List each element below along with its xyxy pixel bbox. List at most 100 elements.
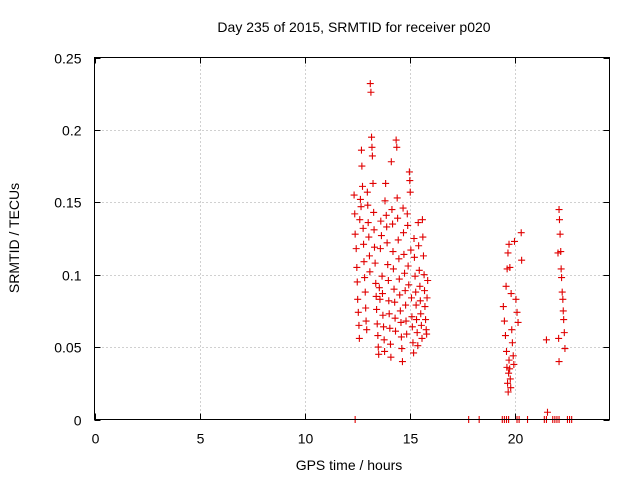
data-point: [413, 316, 421, 324]
chart-title: Day 235 of 2015, SRMTID for receiver p02…: [217, 19, 490, 35]
data-point: [372, 292, 380, 300]
data-point: [380, 323, 388, 331]
y-tick-label: 0.15: [54, 195, 81, 211]
x-tick-label: 5: [197, 431, 205, 447]
data-point: [374, 332, 382, 340]
data-point: [380, 336, 388, 344]
data-point: [354, 308, 362, 316]
data-point: [403, 210, 411, 218]
data-point: [391, 314, 399, 322]
data-point: [543, 408, 551, 416]
x-tick-label: 10: [298, 431, 314, 447]
data-point: [393, 143, 401, 151]
data-point: [381, 347, 389, 355]
data-point: [372, 279, 380, 287]
grid: [94, 57, 610, 420]
data-point: [421, 303, 429, 311]
data-point: [352, 245, 360, 253]
data-point: [414, 342, 422, 350]
data-point: [368, 152, 376, 160]
data-point: [416, 282, 424, 290]
y-axis: 0 0.05 0.1 0.15 0.2 0.25: [54, 51, 610, 429]
data-point: [375, 350, 383, 358]
data-point: [414, 219, 422, 227]
data-point: [394, 214, 402, 222]
data-point: [411, 272, 419, 280]
data-point: [368, 143, 376, 151]
data-point: [368, 133, 376, 141]
data-point: [503, 347, 510, 355]
data-point: [356, 216, 364, 224]
data-point: [373, 320, 381, 328]
y-tick-label: 0.25: [54, 51, 81, 67]
data-point: [389, 220, 397, 228]
data-point: [360, 240, 368, 248]
data-point: [505, 240, 513, 248]
data-point: [560, 329, 568, 337]
data-point: [418, 216, 426, 224]
data-point: [506, 375, 514, 383]
data-point: [419, 252, 427, 260]
x-tick-label: 20: [508, 431, 524, 447]
data-point: [394, 236, 402, 244]
plot-frame: [94, 57, 610, 420]
data-point: [384, 261, 392, 269]
data-point: [396, 307, 404, 315]
data-point: [412, 288, 420, 296]
data-point: [505, 356, 513, 364]
data-point: [554, 249, 562, 257]
y-tick-label: 0.1: [62, 268, 82, 284]
data-point: [408, 323, 416, 331]
data-point: [559, 295, 567, 303]
x-axis: 0 5 10 15 20: [92, 57, 524, 447]
data-point: [424, 276, 432, 284]
data-point: [400, 250, 408, 258]
data-point: [405, 281, 413, 289]
data-point: [423, 330, 431, 338]
data-point: [561, 345, 569, 353]
data-point: [365, 233, 373, 241]
data-point: [401, 287, 409, 295]
data-point: [377, 217, 385, 225]
data-point: [386, 340, 394, 348]
data-point: [359, 182, 367, 190]
data-point: [361, 288, 369, 296]
data-point: [383, 239, 391, 247]
data-point: [510, 360, 518, 368]
data-point: [500, 317, 508, 325]
data-point: [504, 249, 512, 257]
data-point: [556, 230, 564, 238]
data-point: [384, 276, 392, 284]
data-point: [555, 358, 563, 366]
data-point: [392, 136, 400, 144]
data-point: [350, 191, 358, 199]
data-point: [518, 256, 526, 264]
data-point: [362, 304, 370, 312]
data-point: [542, 336, 550, 344]
data-point: [389, 265, 397, 273]
data-point: [382, 179, 390, 187]
data-point: [377, 232, 385, 240]
data-point: [410, 235, 418, 242]
data-point: [401, 269, 409, 277]
data-point: [415, 266, 423, 274]
y-axis-label: SRMTID / TECUs: [6, 183, 22, 293]
data-point: [420, 271, 428, 279]
data-point: [388, 206, 396, 214]
data-point: [402, 317, 410, 325]
data-point: [370, 208, 378, 216]
data-point: [357, 203, 365, 211]
y-tick-label: 0: [74, 413, 82, 429]
data-point: [406, 188, 414, 196]
data-point: [517, 229, 525, 237]
data-point: [505, 369, 513, 377]
data-point: [385, 297, 393, 305]
data-point: [512, 295, 520, 303]
data-point: [375, 284, 383, 292]
data-point: [412, 301, 420, 309]
data-point: [504, 388, 512, 396]
data-point: [376, 245, 384, 253]
y-tick-label: 0.2: [62, 123, 82, 139]
data-point: [387, 353, 395, 361]
